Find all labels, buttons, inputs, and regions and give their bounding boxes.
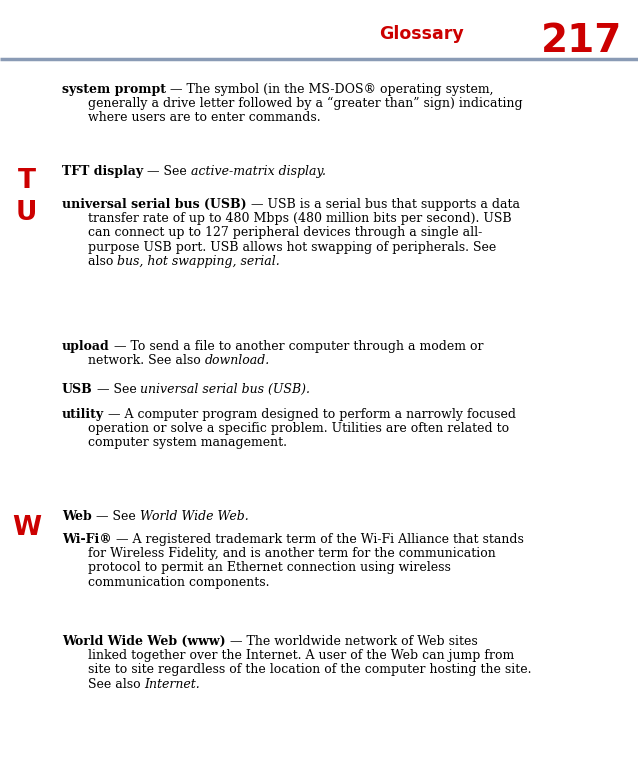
Text: transfer rate of up to 480 Mbps (480 million bits per second). USB: transfer rate of up to 480 Mbps (480 mil…: [88, 212, 512, 225]
Text: — See: — See: [143, 165, 191, 178]
Text: active-matrix display.: active-matrix display.: [191, 165, 326, 178]
Text: — See: — See: [92, 510, 140, 523]
Text: World Wide Web (www): World Wide Web (www): [62, 635, 226, 648]
Text: bus, hot swapping, serial.: bus, hot swapping, serial.: [117, 254, 280, 268]
Text: T: T: [18, 168, 36, 194]
Text: site to site regardless of the location of the computer hosting the site.: site to site regardless of the location …: [88, 663, 531, 676]
Text: utility: utility: [62, 408, 104, 421]
Text: upload: upload: [62, 340, 110, 353]
Text: Internet.: Internet.: [145, 678, 200, 691]
Text: purpose USB port. USB allows hot swapping of peripherals. See: purpose USB port. USB allows hot swappin…: [88, 241, 496, 254]
Text: — See: — See: [93, 383, 140, 396]
Text: Glossary: Glossary: [380, 25, 464, 43]
Text: — To send a file to another computer through a modem or: — To send a file to another computer thr…: [110, 340, 483, 353]
Text: World Wide Web.: World Wide Web.: [140, 510, 248, 523]
Text: Web: Web: [62, 510, 92, 523]
Text: operation or solve a specific problem. Utilities are often related to: operation or solve a specific problem. U…: [88, 423, 509, 435]
Text: — The symbol (in the MS-DOS® operating system,: — The symbol (in the MS-DOS® operating s…: [166, 83, 494, 96]
Text: See also: See also: [88, 678, 145, 691]
Text: where users are to enter commands.: where users are to enter commands.: [88, 111, 321, 124]
Text: — A registered trademark term of the Wi-Fi Alliance that stands: — A registered trademark term of the Wi-…: [112, 533, 524, 546]
Text: system prompt: system prompt: [62, 83, 166, 96]
Text: for Wireless Fidelity, and is another term for the communication: for Wireless Fidelity, and is another te…: [88, 547, 496, 561]
Text: U: U: [16, 200, 38, 226]
Text: linked together over the Internet. A user of the Web can jump from: linked together over the Internet. A use…: [88, 649, 514, 662]
Text: USB: USB: [62, 383, 93, 396]
Text: W: W: [12, 515, 41, 541]
Text: also: also: [88, 254, 117, 268]
Text: communication components.: communication components.: [88, 576, 269, 588]
Text: TFT display: TFT display: [62, 165, 143, 178]
Text: universal serial bus (USB).: universal serial bus (USB).: [140, 383, 311, 396]
Text: generally a drive letter followed by a “greater than” sign) indicating: generally a drive letter followed by a “…: [88, 97, 523, 110]
Text: computer system management.: computer system management.: [88, 436, 287, 449]
Text: can connect up to 127 peripheral devices through a single all-: can connect up to 127 peripheral devices…: [88, 227, 482, 240]
Text: download.: download.: [205, 354, 270, 367]
Text: — The worldwide network of Web sites: — The worldwide network of Web sites: [226, 635, 477, 648]
Text: — USB is a serial bus that supports a data: — USB is a serial bus that supports a da…: [247, 198, 519, 211]
Text: protocol to permit an Ethernet connection using wireless: protocol to permit an Ethernet connectio…: [88, 561, 451, 574]
Text: universal serial bus (USB): universal serial bus (USB): [62, 198, 247, 211]
Text: — A computer program designed to perform a narrowly focused: — A computer program designed to perform…: [104, 408, 516, 421]
Text: network. See also: network. See also: [88, 354, 205, 367]
Text: 217: 217: [540, 22, 622, 59]
Text: Wi-Fi®: Wi-Fi®: [62, 533, 112, 546]
